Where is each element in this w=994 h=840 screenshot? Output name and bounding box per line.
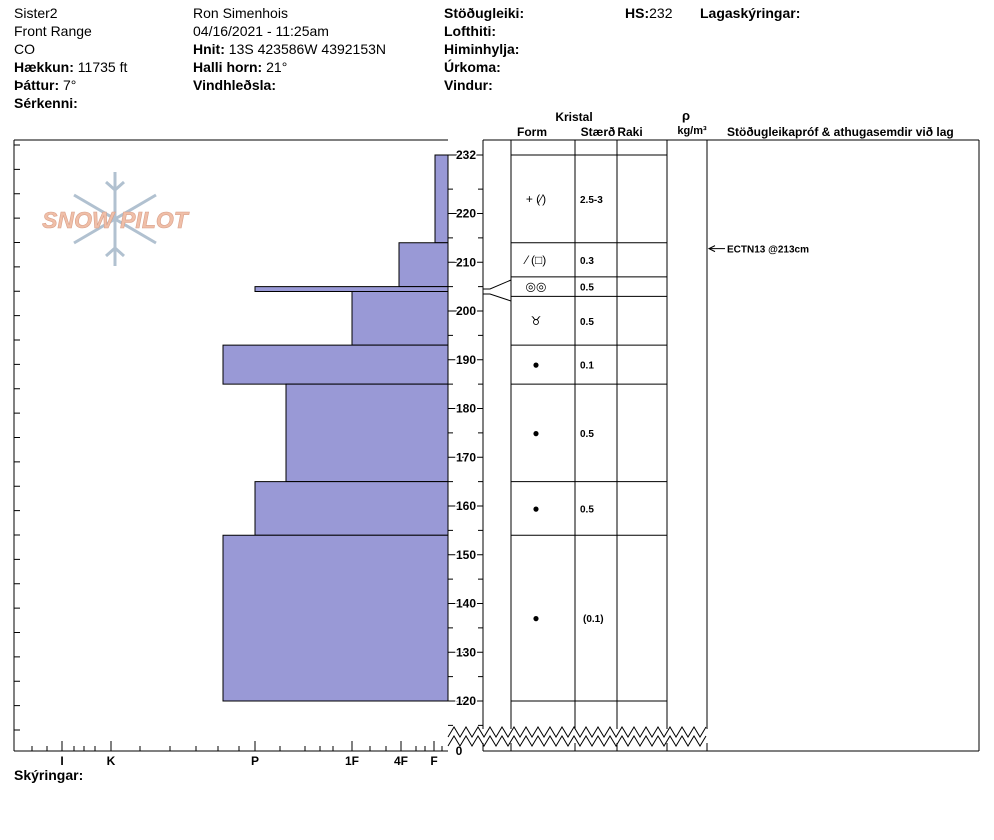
- hardness-axis: I K P 1F 4F F: [31, 741, 443, 768]
- layer-size-2: 0.3: [580, 256, 594, 267]
- coords-label: Hnit:: [193, 41, 225, 57]
- hardness-bar-7: [254, 481, 449, 536]
- depth-label-130: 130: [456, 645, 476, 659]
- depth-label-210: 210: [456, 255, 476, 269]
- hardness-bars: [222, 154, 449, 702]
- hardness-bar-2: [398, 242, 449, 288]
- hs-value: 232: [649, 5, 673, 21]
- layer-form-3: ◎◎: [526, 280, 547, 294]
- coords-value: 13S 423586W 4392153N: [228, 41, 387, 57]
- hardness-label-1F: 1F: [345, 754, 359, 768]
- elevation-label: Hækkun:: [14, 59, 74, 75]
- slope-angle: Halli horn: 21°: [193, 58, 287, 76]
- aspect: Þáttur: 7°: [14, 76, 76, 94]
- hardness-bar-3: [254, 286, 449, 292]
- state: CO: [14, 41, 35, 57]
- precip-label: Úrkoma:: [444, 59, 501, 75]
- coordinates: Hnit: 13S 423586W 4392153N: [193, 40, 386, 58]
- hardness-bar-5: [222, 344, 449, 385]
- layer-size-3: 0.5: [580, 283, 594, 294]
- axis-break: [447, 726, 709, 747]
- layer-form-4: ♉: [531, 314, 542, 328]
- observer: Ron Simenhois: [193, 5, 288, 21]
- size-header: Stærð: [581, 125, 616, 139]
- hardness-bar-1: [434, 154, 449, 244]
- hardness-bar-8: [222, 534, 449, 702]
- layer-size-6: 0.5: [580, 429, 594, 440]
- snowflake-icon: [73, 172, 157, 266]
- hardness-label-K: K: [107, 754, 116, 768]
- layer-form-7: ●: [532, 501, 539, 515]
- hardness-label-I: I: [60, 754, 63, 768]
- sky-cover-label: Himinhylja:: [444, 41, 520, 57]
- hardness-label-P: P: [251, 754, 259, 768]
- crystal-header: Kristal: [555, 110, 592, 124]
- layer-size-1: 2.5-3: [580, 195, 603, 206]
- layer-connector: [483, 279, 512, 290]
- depth-label-220: 220: [456, 207, 476, 221]
- layer-size-4: 0.5: [580, 317, 594, 328]
- elevation: Hækkun: 11735 ft: [14, 58, 127, 76]
- density-symbol: ρ: [682, 108, 690, 123]
- date-time: 04/16/2021 - 11:25am: [193, 23, 329, 39]
- depth-axis: 120 130 140 150 160 170 180 190 200 210 220 232 0: [448, 147, 483, 758]
- density-unit: kg/m³: [677, 125, 707, 137]
- mountain-range: Front Range: [14, 23, 92, 39]
- layer-form-2: ⁄ (□): [523, 253, 547, 267]
- depth-label-200: 200: [456, 304, 476, 318]
- air-temp-label: Lofthiti:: [444, 23, 497, 39]
- depth-label-232: 232: [456, 148, 476, 162]
- slope-label: Halli horn:: [193, 59, 263, 75]
- layer-size-8: (0.1): [583, 614, 604, 625]
- layer-form-6: ●: [532, 426, 539, 440]
- depth-label-180: 180: [456, 402, 476, 416]
- layer-connector: [483, 293, 512, 302]
- moisture-header: Raki: [617, 125, 642, 139]
- elevation-value: 11735 ft: [77, 59, 128, 75]
- layer-size-7: 0.5: [580, 504, 594, 515]
- layer-notes-label: Lagaskýringar:: [700, 5, 801, 21]
- aspect-label: Þáttur:: [14, 77, 60, 93]
- features-label: Sérkenni:: [14, 95, 78, 111]
- form-header: Form: [517, 125, 547, 139]
- depth-label-160: 160: [456, 499, 476, 513]
- hardness-bar-4: [351, 291, 449, 346]
- axis-break-line-top: [447, 726, 707, 738]
- depth-label-170: 170: [456, 450, 476, 464]
- wind-loading-label: Vindhleðsla:: [193, 77, 276, 93]
- depth-label-190: 190: [456, 353, 476, 367]
- stability-label: Stöðugleiki:: [444, 5, 525, 21]
- wind-label: Vindur:: [444, 77, 493, 93]
- site-name: Sister2: [14, 5, 58, 21]
- layer-size-5: 0.1: [580, 361, 594, 372]
- hardness-label-4F: 4F: [394, 754, 408, 768]
- layer-form-5: ●: [532, 358, 539, 372]
- comments-label: Skýringar:: [14, 767, 84, 783]
- hardness-bar-6: [285, 383, 449, 483]
- layer-form-1: + (⁄): [526, 192, 546, 206]
- axis-break-line-bottom: [447, 735, 707, 747]
- hs-label: HS:: [625, 5, 650, 21]
- depth-label-120: 120: [456, 694, 476, 708]
- snow-height: HS:232: [625, 4, 672, 22]
- layer-form-8: ●: [532, 611, 539, 625]
- snowpilot-logo: SNOW PILOT: [42, 207, 190, 233]
- hardness-label-F: F: [430, 754, 437, 768]
- stability-tests: ECTN13 @213cm: [707, 245, 809, 256]
- slope-value: 21°: [266, 59, 288, 75]
- layer-rows: + (⁄) 2.5-3 ⁄ (□) 0.3 ◎◎ 0.5 ♉ 0.5 ● 0.1 ● 0.5 ● 0.5 ●…: [483, 154, 667, 702]
- left-ticks: [14, 144, 20, 731]
- depth-label-140: 140: [456, 597, 476, 611]
- aspect-value: 7°: [63, 77, 77, 93]
- stability-comments-header: Stöðugleikapróf & athugasemdir við lag: [727, 125, 954, 139]
- depth-label-150: 150: [456, 548, 476, 562]
- test-label-1: ECTN13 @213cm: [727, 245, 809, 256]
- layer-table-frame: [482, 139, 980, 752]
- test-arrow-head: [707, 245, 716, 253]
- depth-label-0: 0: [456, 744, 463, 758]
